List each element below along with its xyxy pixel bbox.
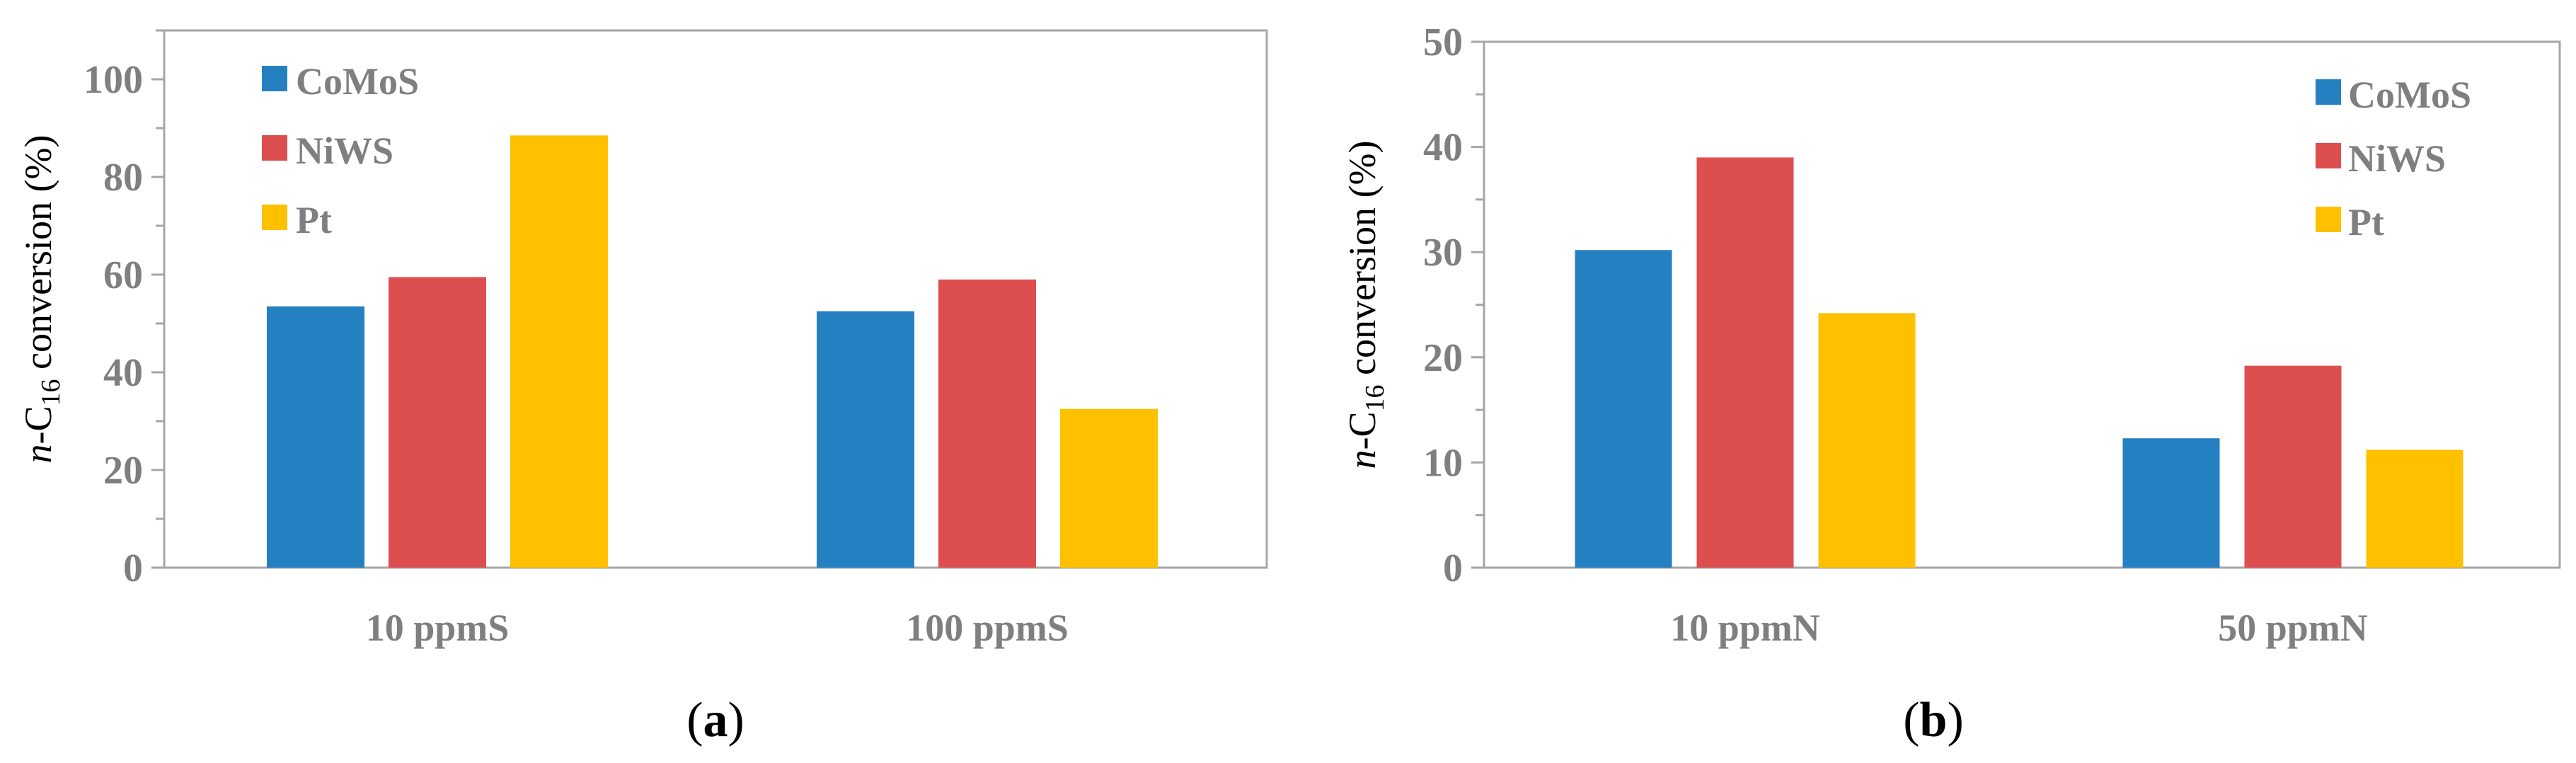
bar-niws-10-ppmn xyxy=(1696,157,1794,568)
y-tick-label: 10 xyxy=(1423,441,1463,485)
bar-pt-10-ppmn xyxy=(1818,313,1916,568)
chart-panel-b: 0 10 20 30 40 50 10 ppmN 50 ppmN CoMoS NiWS Pt n-C1… xyxy=(1341,21,2561,747)
chart-panel-a: 0 20 40 60 80 100 10 ppmS 100 ppmS CoMoS NiWS Pt n-… xyxy=(17,29,1268,747)
bar-niws-10-ppms xyxy=(389,277,486,568)
bar-niws-100-ppms xyxy=(938,279,1036,568)
x-category-label: 10 ppmS xyxy=(366,607,510,649)
bar-comos-10-ppms xyxy=(267,306,364,568)
bar-pt-50-ppmn xyxy=(2366,449,2463,568)
y-tick-label: 0 xyxy=(123,546,143,590)
legend-swatch-pt xyxy=(2316,207,2341,232)
y-axis-label-suffix: conversion (%) xyxy=(1341,141,1384,385)
bar-pt-100-ppms xyxy=(1060,408,1158,568)
legend-swatch-comos xyxy=(262,66,287,91)
y-tick-label: 50 xyxy=(1423,21,1463,64)
legend-label-pt: Pt xyxy=(296,199,332,241)
plot-frame xyxy=(163,29,1268,569)
x-category-label: 100 ppmS xyxy=(906,607,1069,649)
panel-label-close-paren: ) xyxy=(728,693,744,747)
y-axis-label-prefix: -C xyxy=(1341,411,1384,449)
y-tick-label: 0 xyxy=(1443,546,1463,590)
y-tick-label: 40 xyxy=(1423,126,1463,170)
y-axis-label-prefix: -C xyxy=(17,406,59,444)
panel-label-letter: b xyxy=(1920,693,1948,747)
bar-pt-10-ppms xyxy=(510,135,608,568)
bar-comos-100-ppms xyxy=(817,311,914,568)
panel-label-open-paren: ( xyxy=(1903,693,1919,747)
legend-label-pt: Pt xyxy=(2348,201,2384,243)
panel-label-letter: a xyxy=(703,693,728,747)
y-tick-label: 20 xyxy=(1423,336,1463,380)
y-axis-label: n-C16 conversion (%) xyxy=(1341,141,1390,469)
legend-label-niws: NiWS xyxy=(2348,137,2446,180)
panel-label: (a) xyxy=(686,693,744,747)
bar-comos-10-ppmn xyxy=(1575,250,1672,568)
legend-label-niws: NiWS xyxy=(296,130,393,172)
y-tick-label: 80 xyxy=(103,156,143,200)
legend-label-comos: CoMoS xyxy=(2348,74,2471,116)
bar-niws-50-ppmn xyxy=(2244,365,2342,568)
y-tick-label: 60 xyxy=(103,253,143,297)
y-axis-label-subscript: 16 xyxy=(1360,384,1390,411)
bar-comos-50-ppmn xyxy=(2122,438,2220,568)
panel-label: (b) xyxy=(1903,693,1964,747)
y-axis-label: n-C16 conversion (%) xyxy=(17,135,66,464)
y-axis-label-italic: n xyxy=(1341,449,1384,469)
legend-swatch-comos xyxy=(2316,79,2341,105)
y-tick-label: 30 xyxy=(1423,231,1463,275)
x-category-label: 50 ppmN xyxy=(2218,607,2368,649)
y-tick-label: 20 xyxy=(103,449,143,493)
legend-swatch-niws xyxy=(262,135,287,161)
y-axis-label-subscript: 16 xyxy=(36,379,66,406)
legend-swatch-pt xyxy=(262,205,287,230)
legend-swatch-niws xyxy=(2316,143,2341,168)
legend-label-comos: CoMoS xyxy=(296,60,419,103)
y-tick-label: 40 xyxy=(103,351,143,395)
y-tick-label: 100 xyxy=(84,58,143,102)
y-axis-label-suffix: conversion (%) xyxy=(17,135,59,379)
x-category-label: 10 ppmN xyxy=(1670,607,1820,649)
panel-label-open-paren: ( xyxy=(686,693,703,747)
panel-label-close-paren: ) xyxy=(1947,693,1963,747)
y-axis-label-italic: n xyxy=(17,444,59,463)
